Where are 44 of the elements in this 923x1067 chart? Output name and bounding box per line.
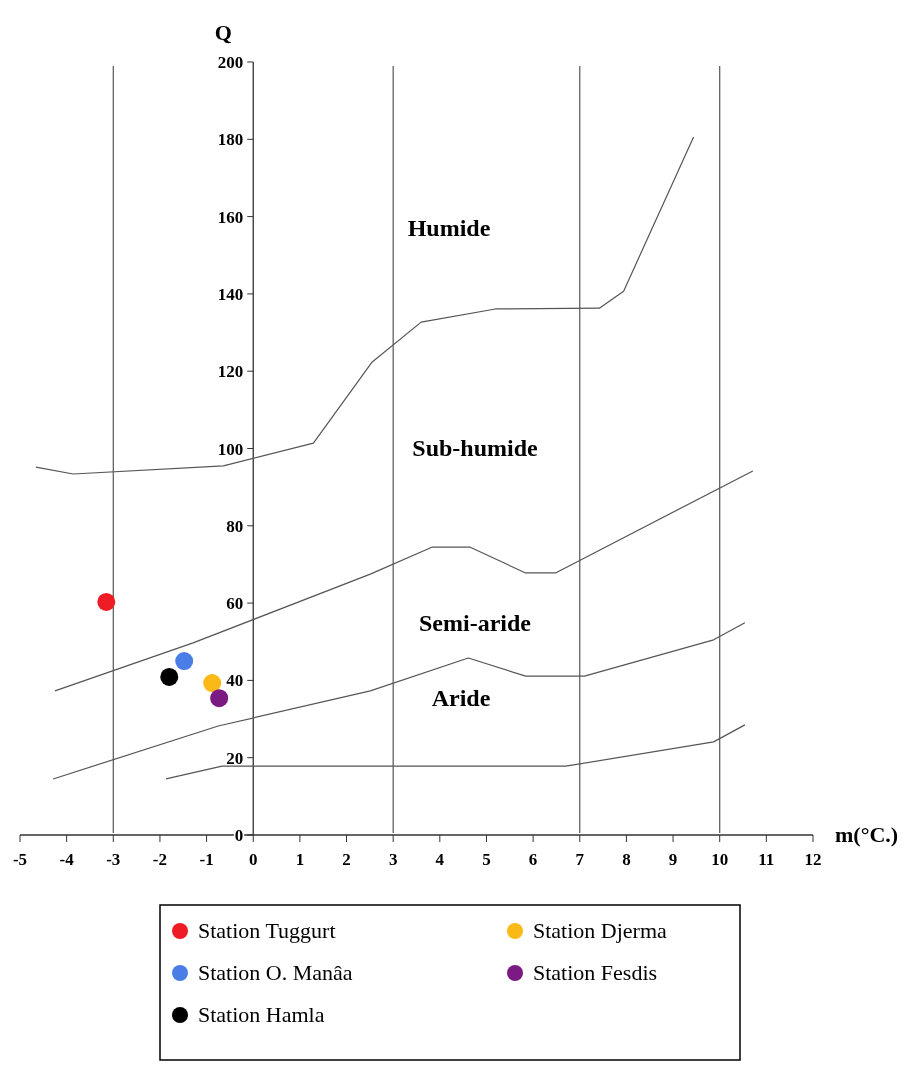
x-tick-label: 3 <box>388 850 398 869</box>
x-tick-label: 5 <box>482 850 491 869</box>
x-tick-label: -1 <box>199 850 214 869</box>
y-tick-label: 60 <box>226 594 244 614</box>
legend-label: Station Hamla <box>198 1002 325 1027</box>
x-tick-label: -4 <box>59 850 75 869</box>
legend-label: Station Fesdis <box>533 960 658 985</box>
legend-label: Station Djerma <box>533 918 668 943</box>
x-tick-label: -2 <box>152 850 168 869</box>
y-tick-label: 140 <box>217 284 244 304</box>
x-tick-label: 10 <box>711 850 729 869</box>
point <box>210 689 229 708</box>
x-tick-label: -3 <box>106 850 121 869</box>
point <box>160 667 179 686</box>
y-tick-label: 100 <box>217 439 244 459</box>
x-tick-label: 0 <box>248 850 258 869</box>
y-tick-label: 80 <box>226 516 244 536</box>
y-tick-label: 160 <box>217 207 244 227</box>
annotation: Aride <box>431 685 491 711</box>
x-tick-label: 12 <box>804 850 822 869</box>
x-tick-label: 6 <box>528 850 538 869</box>
y-tick-label: 200 <box>217 53 244 72</box>
x-tick-label: 7 <box>575 850 585 869</box>
x-tick-label: 4 <box>435 850 445 869</box>
legend-label: Station Tuggurt <box>198 918 336 943</box>
x-tick-label: 9 <box>668 850 678 869</box>
x-tick-label: -5 <box>12 850 28 869</box>
point <box>97 592 116 611</box>
annotation: Sub-humide <box>412 435 539 461</box>
y-tick-label: 20 <box>226 748 244 768</box>
legend-label: Station O. Manâa <box>198 960 353 985</box>
y-tick-label: 120 <box>217 362 244 382</box>
x-axis-title: m(°C.) <box>835 822 899 847</box>
point <box>175 652 194 671</box>
y-tick-label: 180 <box>217 130 244 150</box>
y-axis-title: Q <box>214 20 232 45</box>
x-tick-label: 8 <box>622 850 631 869</box>
annotation: Semi-aride <box>419 610 532 636</box>
x-tick-label: 1 <box>295 850 305 869</box>
x-tick-label: 11 <box>758 850 775 869</box>
x-tick-label: 2 <box>342 850 351 869</box>
point <box>203 674 222 693</box>
annotation: Humide <box>407 215 491 241</box>
y-tick-label: 40 <box>226 671 244 691</box>
